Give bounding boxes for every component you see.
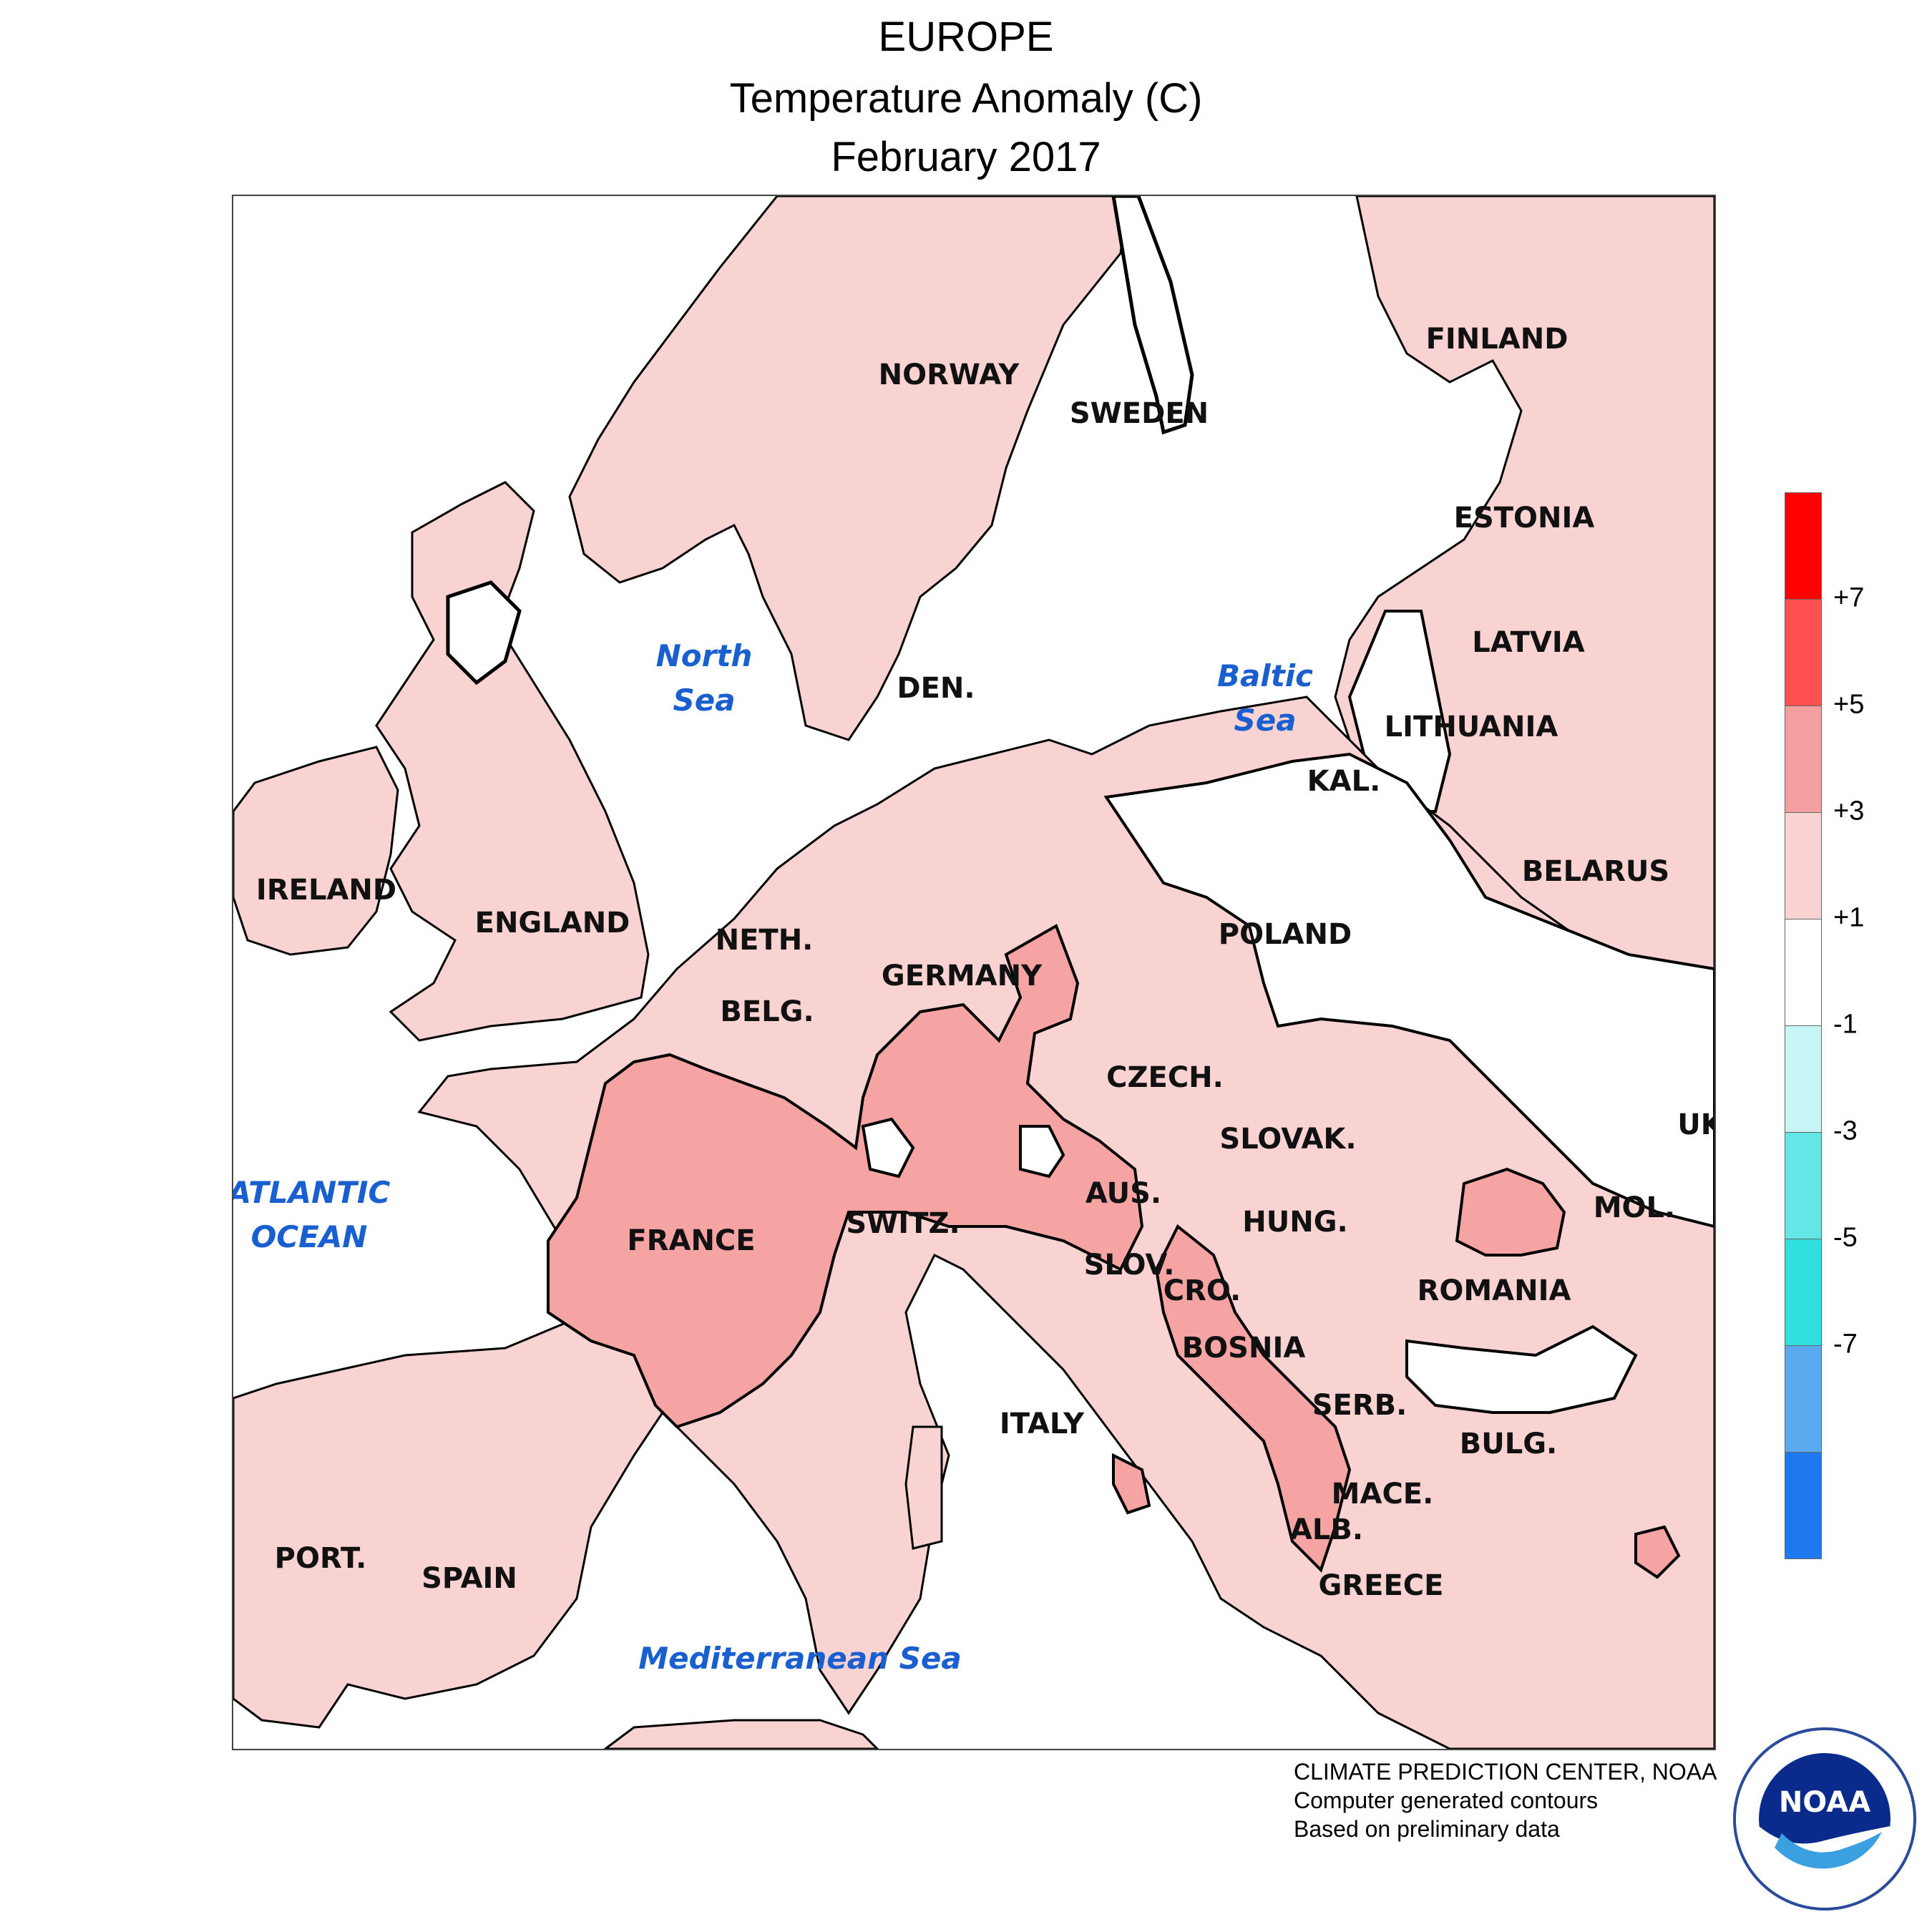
label-latvia: LATVIA <box>1472 626 1585 659</box>
land-sardinia <box>904 1425 943 1550</box>
legend-tick: +1 <box>1833 902 1865 933</box>
label-kaliningrad: KAL. <box>1307 765 1381 798</box>
map-variable-title: Temperature Anomaly (C) <box>729 75 1203 122</box>
legend-tick: +7 <box>1833 582 1865 613</box>
label-bosnia: BOSNIA <box>1181 1332 1306 1365</box>
label-serbia: SERB. <box>1312 1389 1407 1422</box>
label-moldova: MOL. <box>1593 1191 1676 1224</box>
label-hungary: HUNG. <box>1242 1206 1348 1239</box>
label-portugal: PORT. <box>274 1542 367 1575</box>
credit-line: Based on preliminary data <box>1294 1816 1560 1842</box>
contour-turkey-warm <box>1634 1525 1681 1579</box>
legend-swatch <box>1785 813 1822 919</box>
legend-swatch <box>1785 919 1822 1026</box>
label-romania: ROMANIA <box>1417 1274 1571 1307</box>
legend-tick: +5 <box>1833 689 1865 720</box>
legend-swatch <box>1785 1239 1822 1346</box>
land-ireland <box>233 746 399 956</box>
legend-swatch <box>1785 1346 1822 1453</box>
label-albania: ALB. <box>1289 1513 1364 1546</box>
label-austria: AUS. <box>1085 1177 1162 1210</box>
legend-tick: +3 <box>1833 796 1865 826</box>
credit-line: CLIMATE PREDICTION CENTER, NOAA <box>1294 1759 1717 1785</box>
label-switzerland: SWITZ. <box>846 1207 960 1240</box>
label-netherlands: NETH. <box>715 924 814 957</box>
label-greece: GREECE <box>1318 1569 1444 1602</box>
label-ukraine: UK <box>1677 1108 1714 1141</box>
contour-alps-white <box>861 1117 915 1179</box>
noaa-logo: NOAA <box>1732 1726 1918 1916</box>
legend-tick: -5 <box>1833 1222 1858 1253</box>
legend-tick: -1 <box>1833 1009 1858 1040</box>
contour-scotland-white <box>446 580 522 686</box>
contour-romania-warm <box>1455 1167 1566 1257</box>
label-france: FRANCE <box>627 1224 756 1257</box>
map-canvas <box>233 196 1714 1749</box>
label-denmark: DEN. <box>897 672 975 705</box>
label-atlantic-ocean: ATLANTIC OCEAN <box>232 1175 391 1254</box>
contour-austria-white <box>1019 1125 1065 1179</box>
credit-line: Computer generated contours <box>1294 1787 1599 1813</box>
label-croatia: CRO. <box>1163 1274 1241 1307</box>
label-macedonia: MACE. <box>1331 1478 1434 1511</box>
label-north-sea: North Sea <box>655 638 753 718</box>
label-belgium: BELG. <box>720 995 814 1028</box>
label-england: ENGLAND <box>474 907 630 940</box>
label-slovakia: SLOVAK. <box>1219 1123 1357 1156</box>
legend-swatch <box>1785 1453 1822 1559</box>
legend-swatch <box>1785 1133 1822 1239</box>
label-poland: POLAND <box>1218 918 1352 951</box>
label-ireland: IRELAND <box>255 874 397 907</box>
contour-italy-warm <box>1112 1453 1151 1515</box>
noaa-logo-text: NOAA <box>1779 1786 1870 1819</box>
label-germany: GERMANY <box>881 960 1043 992</box>
legend-swatch <box>1785 600 1822 706</box>
map-panel: NORWAY SWEDEN FINLAND ESTONIA LATVIA LIT… <box>232 195 1716 1750</box>
label-lithuania: LITHUANIA <box>1384 711 1558 743</box>
contour-poland-white <box>1103 752 1714 1229</box>
label-italy: ITALY <box>999 1407 1085 1440</box>
color-legend: +7 +5 +3 +1 -1 -3 -5 -7 <box>1785 492 1864 1559</box>
contour-bosnia-warm <box>1154 1224 1352 1573</box>
label-sweden: SWEDEN <box>1069 397 1209 430</box>
noaa-logo-graphic: NOAA <box>1733 1727 1916 1911</box>
land-britain <box>375 481 650 1042</box>
label-spain: SPAIN <box>421 1562 517 1595</box>
legend-swatch <box>1785 1026 1822 1133</box>
legend-tick: -3 <box>1833 1116 1858 1146</box>
contour-bulgaria-white <box>1405 1324 1638 1414</box>
label-czech: CZECH. <box>1106 1061 1224 1094</box>
credit-block: CLIMATE PREDICTION CENTER, NOAA Computer… <box>1294 1757 1717 1843</box>
map-region-title: EUROPE <box>878 14 1054 60</box>
label-estonia: ESTONIA <box>1453 502 1595 535</box>
label-slovenia: SLOV. <box>1083 1249 1175 1282</box>
legend-swatch <box>1785 492 1822 600</box>
land-norway-sweden <box>568 196 1129 741</box>
map-period-title: February 2017 <box>831 134 1101 180</box>
label-mediterranean-sea: Mediterranean Sea <box>638 1641 962 1676</box>
label-finland: FINLAND <box>1425 323 1568 356</box>
label-baltic-sea: Baltic Sea <box>1216 658 1314 738</box>
contour-lithuania-white <box>1347 610 1452 813</box>
label-norway: NORWAY <box>878 358 1020 391</box>
land-north-africa <box>603 1719 879 1749</box>
legend-tick: -7 <box>1833 1329 1858 1360</box>
label-bulgaria: BULG. <box>1459 1428 1558 1460</box>
contour-france-germany-warm <box>547 924 1144 1429</box>
legend-swatch <box>1785 706 1822 813</box>
contour-sweden-white <box>1111 196 1194 435</box>
label-belarus: BELARUS <box>1521 855 1670 888</box>
